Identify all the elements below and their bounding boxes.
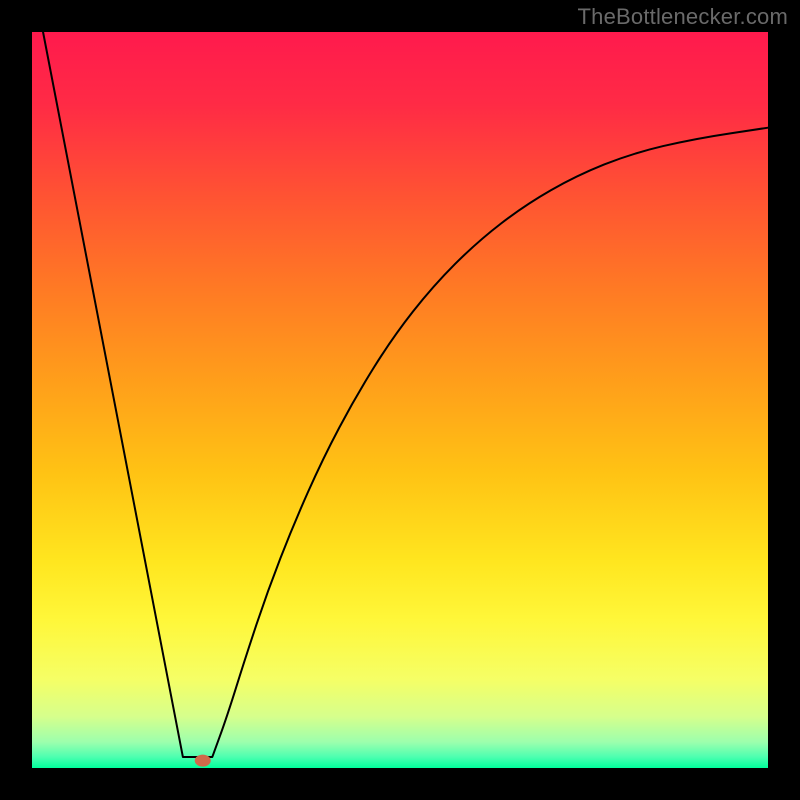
chart-frame: TheBottlenecker.com: [0, 0, 800, 800]
optimal-point-marker: [195, 755, 211, 767]
gradient-background: [32, 32, 768, 768]
bottleneck-chart: [0, 0, 800, 800]
